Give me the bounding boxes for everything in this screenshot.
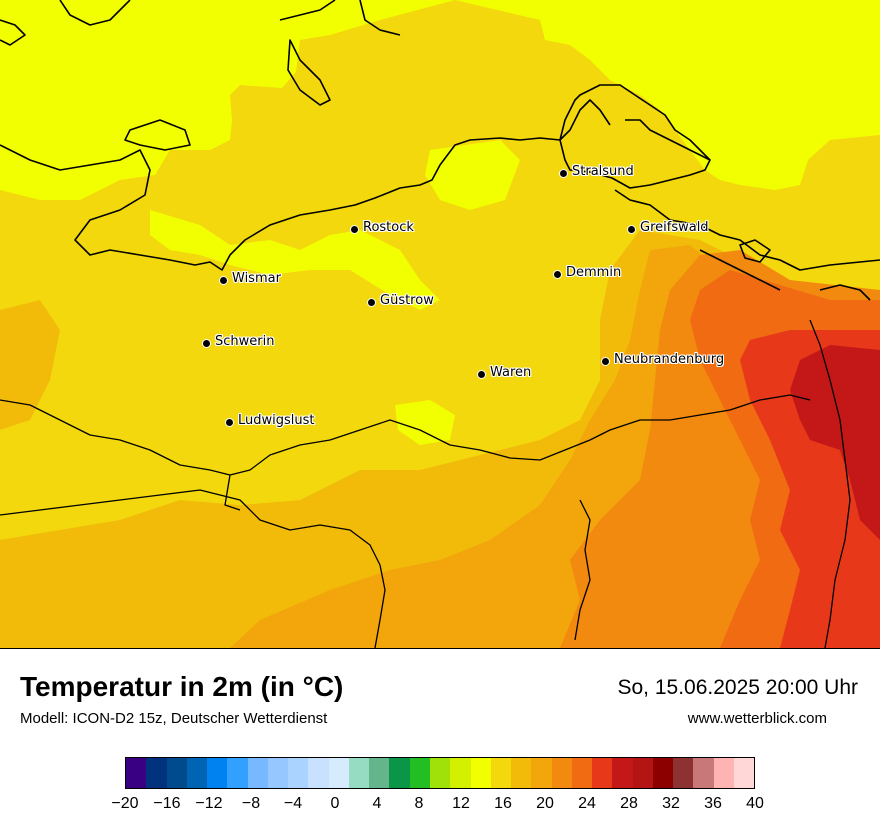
website-link[interactable]: www.wetterblick.com xyxy=(687,710,827,727)
zone-28-30 xyxy=(790,345,880,540)
city-dot xyxy=(601,357,610,366)
legend-tick-label: 16 xyxy=(494,795,512,812)
legend-swatch xyxy=(328,758,349,788)
state-borders xyxy=(0,319,851,648)
legend-swatch xyxy=(186,758,208,788)
legend-ticks: −20 −16 −12 −8 −4 0 4 8 12 16 20 24 28 32 36 40 xyxy=(0,795,880,819)
legend-swatch xyxy=(592,758,613,788)
zone-14-16-inner xyxy=(150,210,440,310)
city-dot xyxy=(553,270,562,279)
legend-swatch xyxy=(693,758,714,788)
city-dot xyxy=(627,225,636,234)
legend-tick-label: 40 xyxy=(746,795,764,812)
legend-swatch xyxy=(389,758,410,788)
city-label: Güstrow xyxy=(380,293,434,308)
legend-swatch xyxy=(551,758,572,788)
zone-18-20-west xyxy=(0,300,60,430)
legend-swatch xyxy=(166,758,187,788)
legend-swatch xyxy=(247,758,268,788)
legend-swatch xyxy=(146,758,167,788)
legend-swatch xyxy=(369,758,390,788)
legend-tick-label: 20 xyxy=(536,795,554,812)
legend-swatch xyxy=(429,758,451,788)
legend-swatch xyxy=(288,758,309,788)
zone-14-16-patch2 xyxy=(425,140,520,210)
city-dot xyxy=(225,418,234,427)
map-svg xyxy=(0,0,880,648)
city-label: Ludwigslust xyxy=(238,413,315,428)
legend-swatch xyxy=(267,758,289,788)
legend-tick-label: −16 xyxy=(153,795,181,812)
legend-swatch xyxy=(470,758,491,788)
legend-tick-label: 4 xyxy=(372,795,382,812)
forecast-datetime: So, 15.06.2025 20:00 Uhr xyxy=(617,676,858,699)
legend-swatch xyxy=(227,758,248,788)
city-dot xyxy=(350,225,359,234)
city-label: Wismar xyxy=(232,271,281,286)
city-dot xyxy=(219,276,228,285)
legend-tick-label: −4 xyxy=(283,795,303,812)
color-legend xyxy=(125,757,755,789)
legend-swatch xyxy=(308,758,329,788)
legend-swatch xyxy=(612,758,633,788)
city-label: Neubrandenburg xyxy=(614,352,725,367)
city-label: Waren xyxy=(490,365,532,380)
legend-tick-label: 32 xyxy=(662,795,680,812)
legend-swatch xyxy=(511,758,532,788)
legend-swatch xyxy=(450,758,471,788)
legend-swatch xyxy=(207,758,228,788)
city-label: Schwerin xyxy=(215,334,275,349)
legend-swatch xyxy=(348,758,370,788)
legend-swatch xyxy=(409,758,430,788)
zone-14-16-patch xyxy=(395,400,455,445)
city-dot xyxy=(202,339,211,348)
temperature-map: Stralsund Rostock Greifswald Wismar Demm… xyxy=(0,0,880,649)
legend-swatch xyxy=(673,758,694,788)
legend-swatch xyxy=(713,758,734,788)
model-subtitle: Modell: ICON-D2 15z, Deutscher Wetterdie… xyxy=(20,710,328,727)
legend-swatch xyxy=(490,758,512,788)
legend-tick-label: 12 xyxy=(452,795,470,812)
legend-tick-label: 8 xyxy=(414,795,424,812)
legend-tick-label: 24 xyxy=(578,795,596,812)
city-label: Demmin xyxy=(566,265,622,280)
legend-swatch xyxy=(652,758,674,788)
legend-tick-label: −20 xyxy=(111,795,139,812)
legend-swatch xyxy=(126,758,147,788)
city-label: Greifswald xyxy=(640,220,709,235)
legend-tick-label: 0 xyxy=(330,795,340,812)
coastline xyxy=(0,0,880,301)
map-title: Temperatur in 2m (in °C) xyxy=(20,671,344,702)
legend-tick-label: −12 xyxy=(195,795,223,812)
legend-swatch xyxy=(733,758,755,788)
legend-tick-label: −8 xyxy=(241,795,261,812)
legend-swatch xyxy=(571,758,593,788)
legend-swatch xyxy=(632,758,653,788)
city-dot xyxy=(367,298,376,307)
city-dot xyxy=(559,169,568,178)
zone-14-16-north xyxy=(0,0,880,200)
legend-tick-label: 36 xyxy=(704,795,722,812)
legend-swatch xyxy=(531,758,552,788)
legend-tick-label: 28 xyxy=(620,795,638,812)
city-label: Rostock xyxy=(363,220,414,235)
city-label: Stralsund xyxy=(572,164,634,179)
city-dot xyxy=(477,370,486,379)
